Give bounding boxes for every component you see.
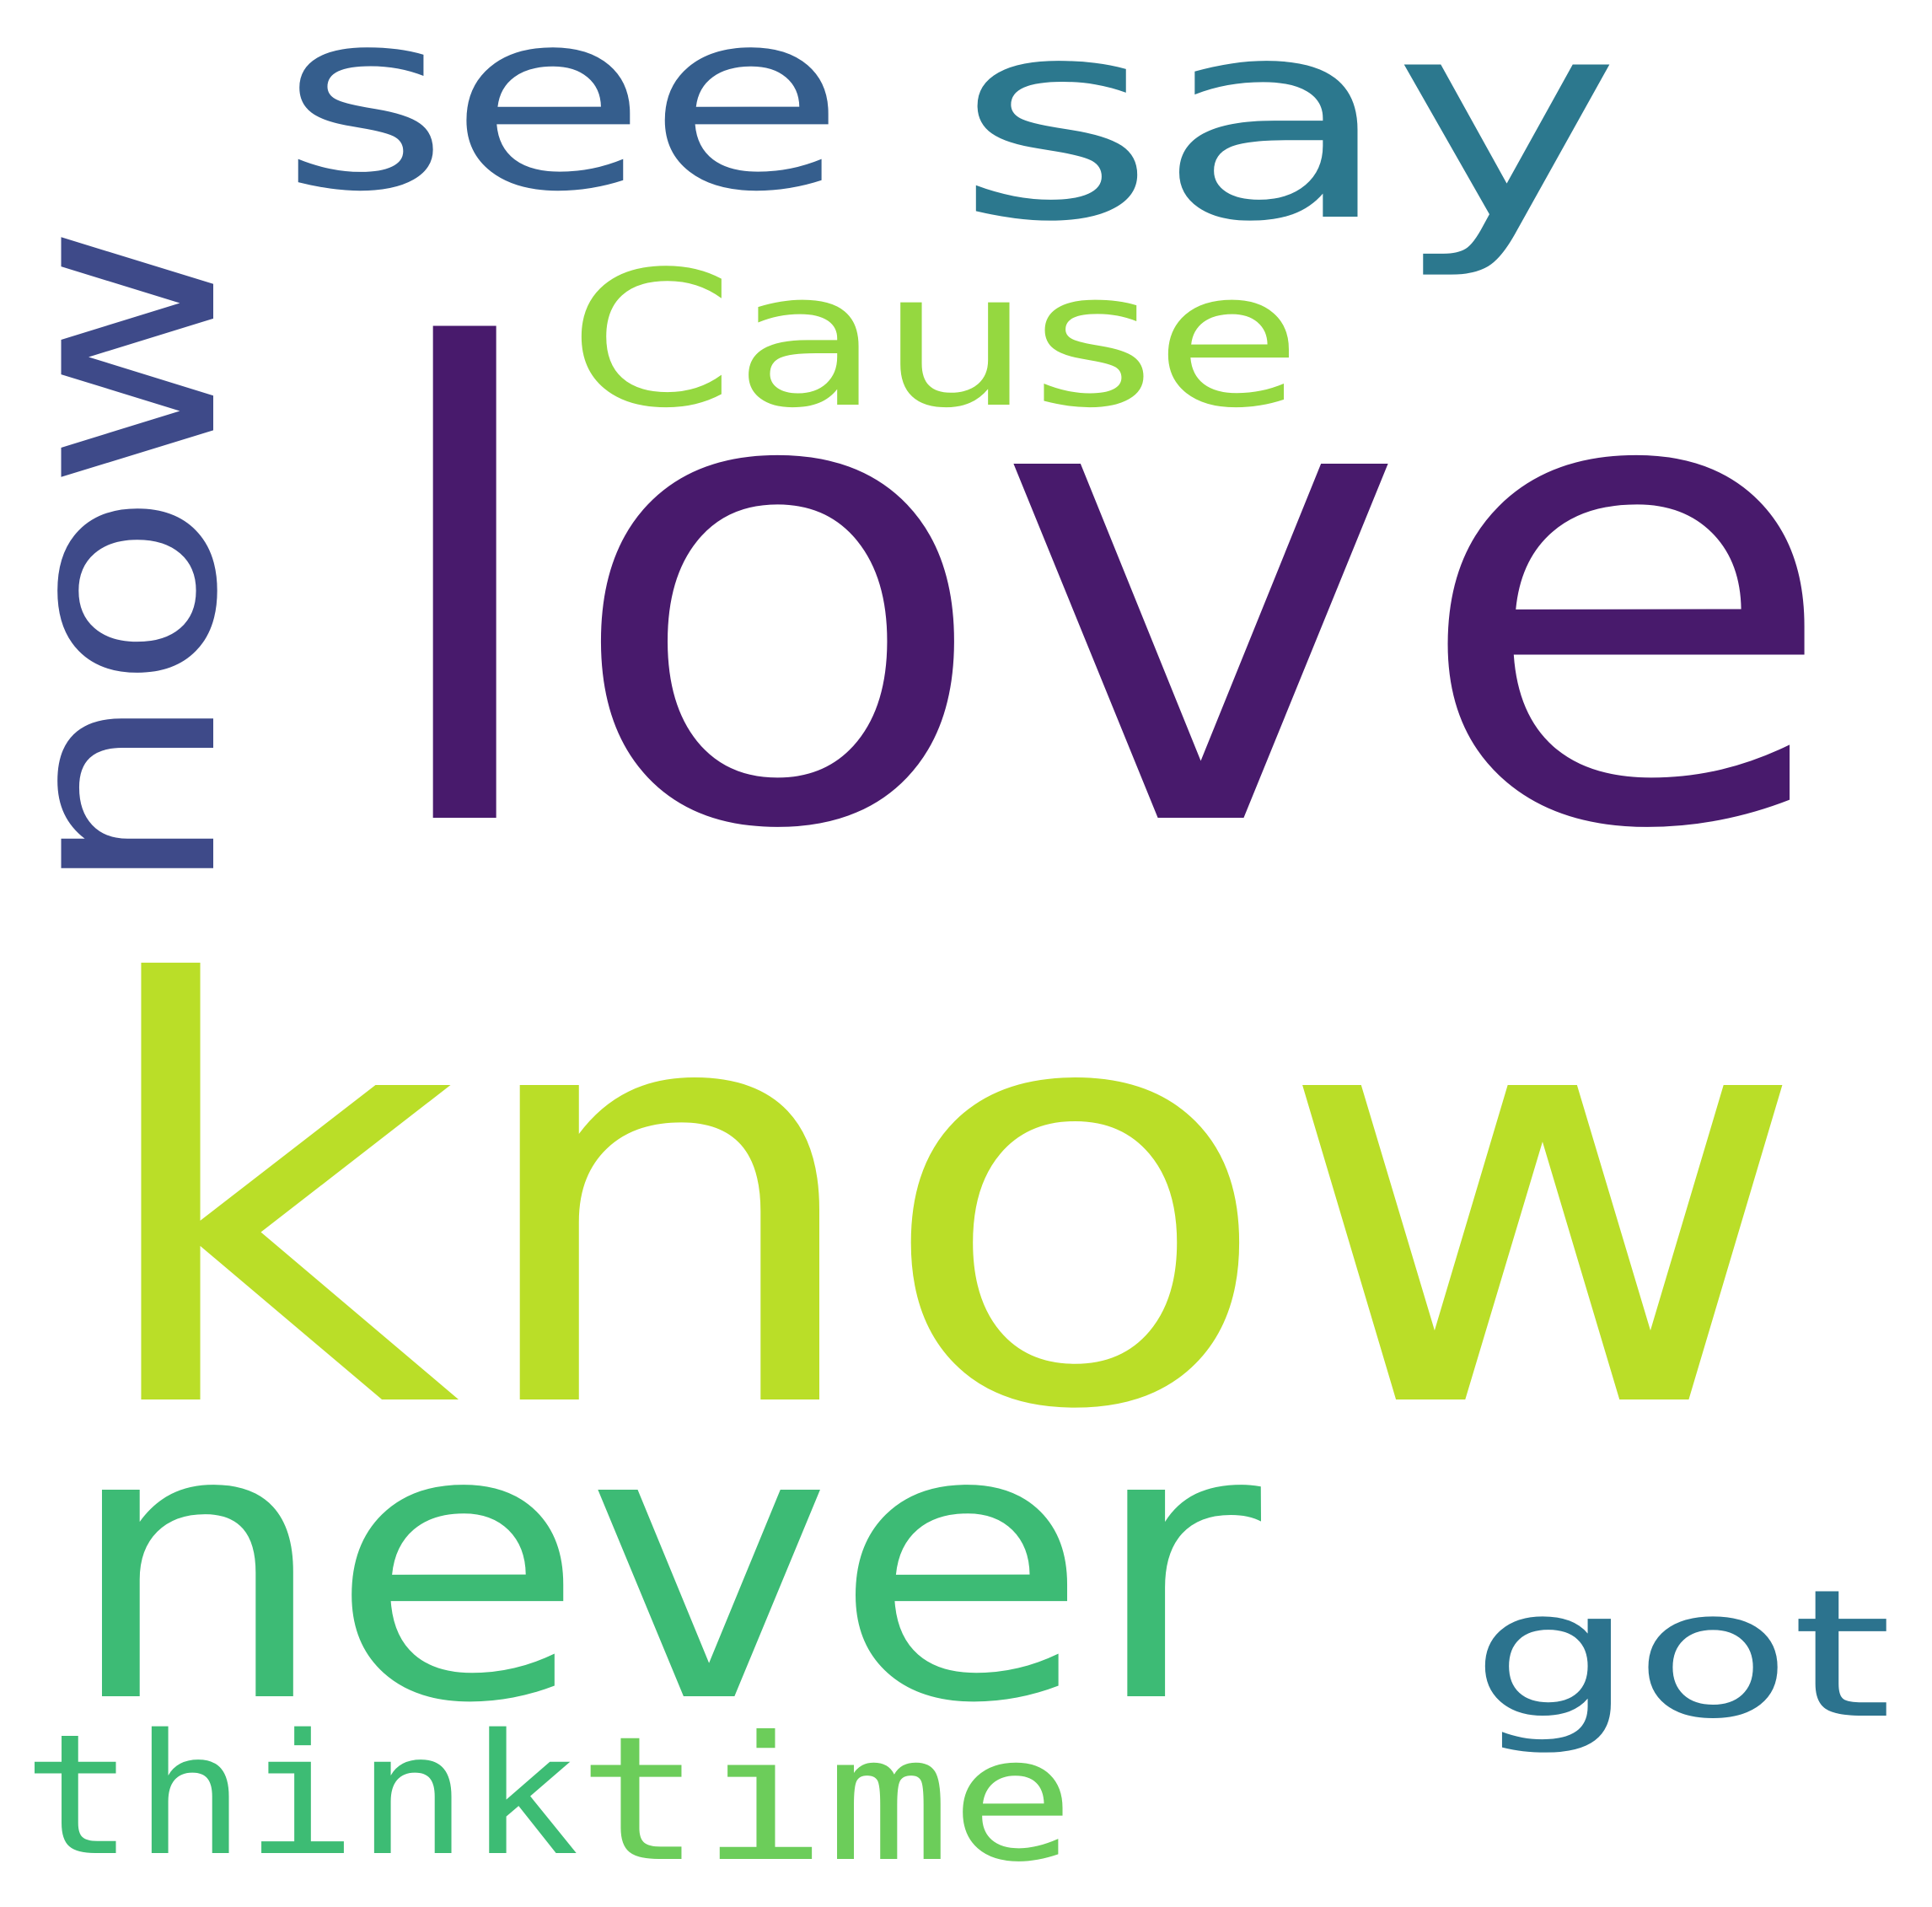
word-know: know — [82, 866, 1810, 1535]
word-say: say — [955, 0, 1621, 282]
word-never: never — [64, 1346, 1265, 1786]
word-cause: Cause — [568, 232, 1301, 449]
word-got: got — [1471, 1551, 1892, 1758]
word-love: love — [367, 218, 1842, 971]
word-time: time — [577, 1700, 1075, 1900]
word-think: think — [23, 1698, 579, 1893]
word-see: see — [281, 0, 845, 246]
word-now: now — [0, 223, 279, 898]
